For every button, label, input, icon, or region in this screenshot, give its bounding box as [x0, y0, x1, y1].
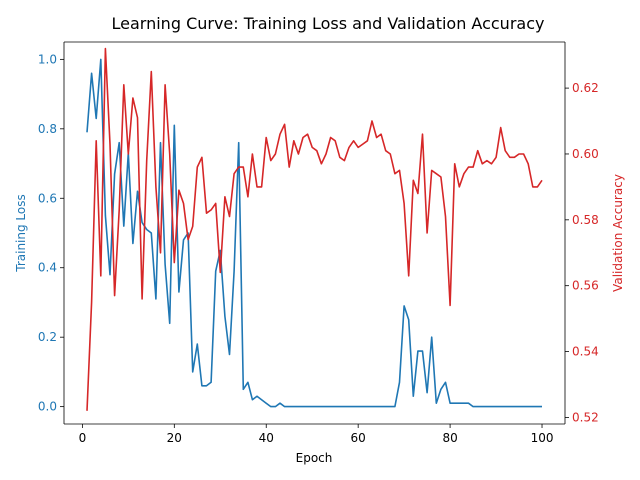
y-left-tick-label: 0.6: [38, 191, 57, 205]
y-left-tick-label: 0.8: [38, 122, 57, 136]
y-right-tick-label: 0.58: [572, 213, 599, 227]
chart-title: Learning Curve: Training Loss and Valida…: [112, 14, 545, 33]
ticks-layer: 0 20 40 60 80 100 0.0 0.2 0.4 0.6 0.8 1.0 0.52 0.54 0.…: [38, 52, 599, 445]
x-tick-label: 100: [531, 431, 554, 445]
x-tick-label: 0: [79, 431, 87, 445]
y-left-tick-label: 0.4: [38, 261, 57, 275]
x-tick-label: 60: [351, 431, 366, 445]
y-left-tick-label: 0.0: [38, 400, 57, 414]
y-right-tick-label: 0.52: [572, 410, 599, 424]
y-left-tick-label: 1.0: [38, 52, 57, 66]
y-right-tick-label: 0.62: [572, 81, 599, 95]
y-right-tick-label: 0.60: [572, 147, 599, 161]
y-right-axis-label: Validation Accuracy: [611, 174, 625, 292]
plot-frame: [63, 41, 566, 425]
y-left-tick-label: 0.2: [38, 330, 57, 344]
x-tick-label: 20: [167, 431, 182, 445]
series-layer: [86, 47, 543, 411]
y-right-tick-label: 0.54: [572, 345, 599, 359]
x-tick-label: 80: [442, 431, 457, 445]
x-tick-label: 40: [259, 431, 274, 445]
training-loss-line: [86, 58, 542, 408]
y-left-axis-label: Training Loss: [14, 194, 28, 272]
x-axis-label: Epoch: [296, 451, 333, 465]
plot-area: [64, 42, 565, 424]
validation-accuracy-line: [86, 47, 543, 411]
y-right-tick-label: 0.56: [572, 279, 599, 293]
